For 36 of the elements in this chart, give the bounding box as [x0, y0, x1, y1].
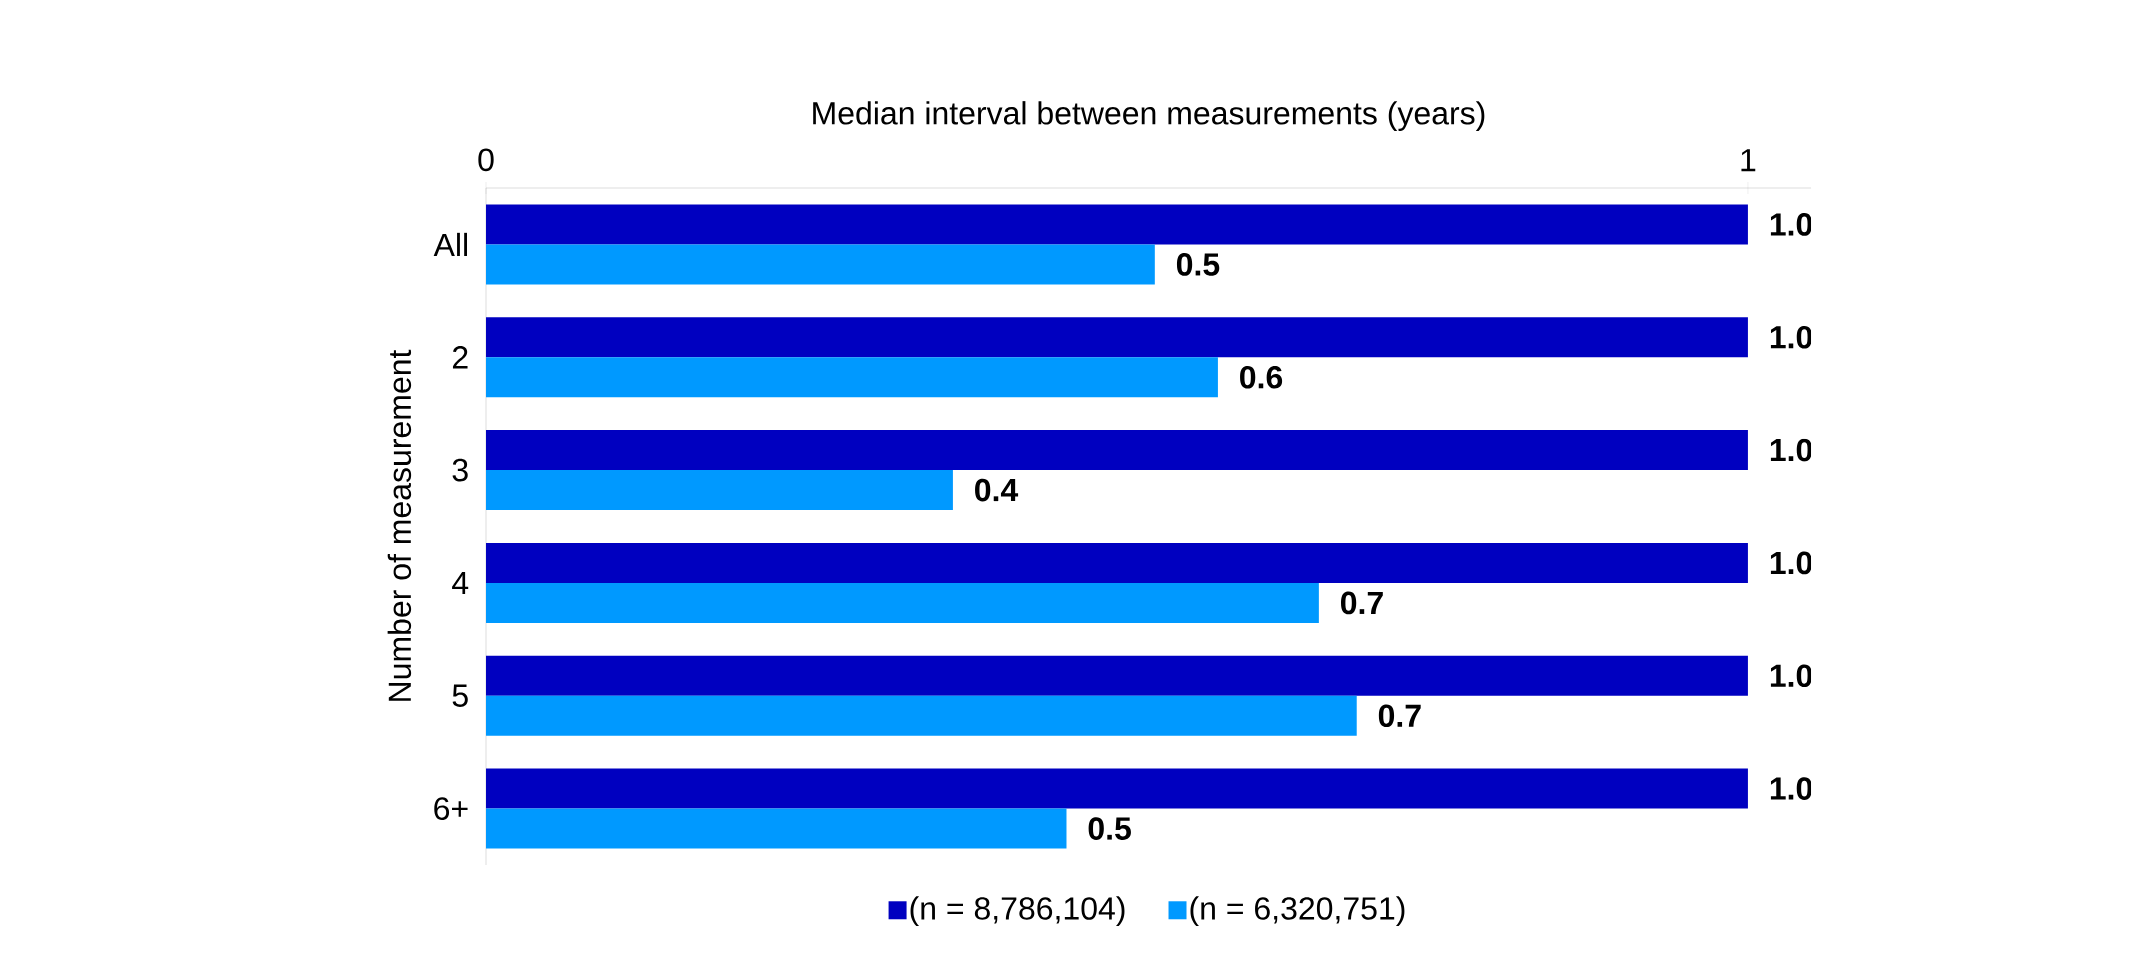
bar	[486, 204, 1748, 245]
bar	[486, 317, 1748, 358]
bar	[486, 582, 1319, 623]
data-label: 1.0	[1770, 551, 1812, 575]
data-label: 1.0	[1770, 213, 1812, 236]
data-label: 0.7	[1378, 704, 1421, 728]
data-label: 0.5	[1088, 817, 1131, 840]
bar	[486, 542, 1748, 583]
y-tick-label: 3	[452, 458, 468, 482]
data-label: 1.0	[1770, 777, 1812, 800]
y-axis-title: Number of measurement	[387, 349, 412, 701]
bar	[486, 768, 1748, 809]
data-label: 0.6	[1240, 365, 1283, 389]
bar	[486, 808, 1067, 849]
bar	[486, 695, 1357, 736]
data-label: 1.0	[1770, 438, 1812, 462]
legend-label: (n = 6,320,751)	[1190, 896, 1405, 927]
bar	[486, 244, 1155, 285]
y-tick-label: 5	[452, 684, 468, 707]
bar	[486, 655, 1748, 696]
x-axis-title: Median interval between measurements (years)	[813, 101, 1485, 131]
bar	[486, 430, 1748, 471]
y-tick-label: 4	[452, 571, 469, 594]
legend-label: (n = 8,786,104)	[910, 896, 1125, 927]
y-tick-label: 6+	[434, 797, 468, 820]
data-label: 0.7	[1341, 591, 1383, 615]
x-tick-label: 0	[478, 148, 494, 172]
data-label: 1.0	[1770, 325, 1812, 349]
data-label: 1.0	[1770, 664, 1812, 688]
bar	[486, 470, 953, 511]
bar	[486, 357, 1218, 398]
y-tick-label: 2	[452, 346, 468, 369]
x-tick-label: 1	[1741, 149, 1756, 172]
data-label: 0.4	[975, 478, 1019, 502]
data-label: 0.5	[1176, 253, 1220, 276]
y-tick-label: All	[433, 232, 467, 257]
